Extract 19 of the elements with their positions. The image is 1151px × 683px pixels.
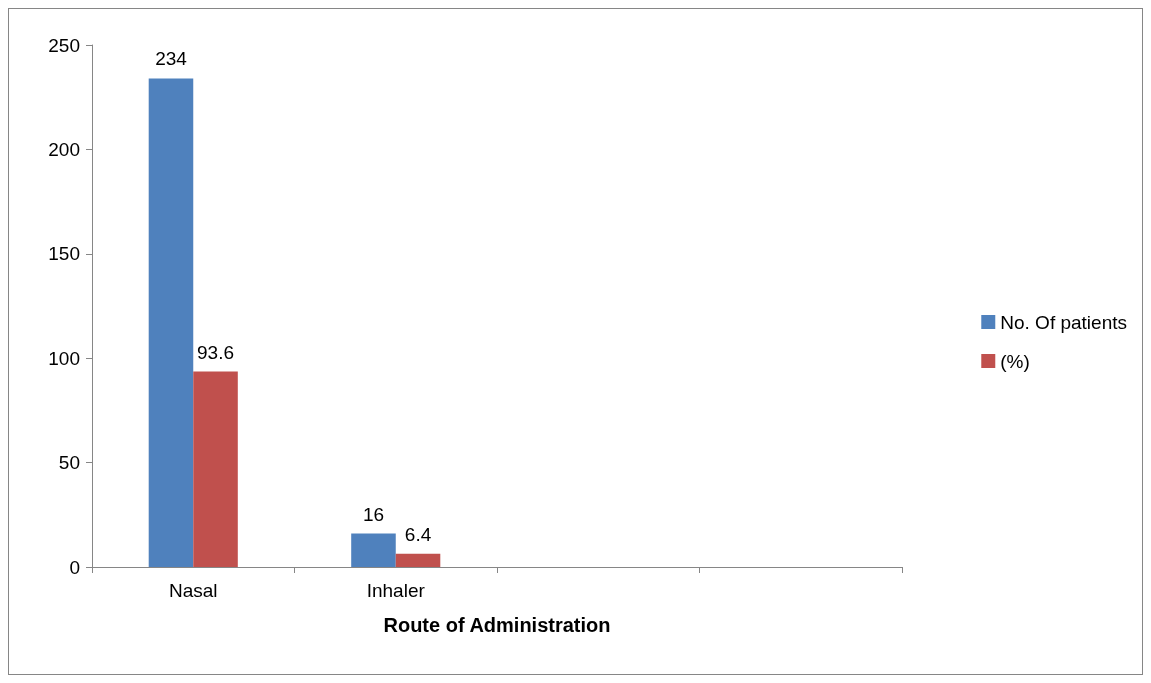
bar: [148, 78, 194, 567]
data-label: 16: [362, 503, 385, 525]
y-tick-label: 50: [58, 452, 80, 474]
bar: [351, 533, 396, 567]
y-tick-label: 200: [48, 138, 80, 160]
x-axis-title: Route of Administration: [383, 614, 611, 636]
y-tick-label: 150: [48, 243, 80, 265]
bar: [193, 371, 238, 567]
x-tick-label: Nasal: [168, 580, 218, 601]
x-tick-label: Inhaler: [366, 580, 426, 601]
y-tick-label: 250: [48, 34, 80, 56]
bar: [395, 553, 441, 567]
legend-label: No. Of patients: [1000, 311, 1128, 333]
y-tick-label: 0: [69, 556, 80, 578]
data-label: 6.4: [404, 523, 432, 545]
data-label: 93.6: [197, 341, 235, 363]
data-label: 234: [155, 48, 188, 70]
y-tick-label: 100: [48, 347, 80, 369]
legend-label: (%): [1000, 350, 1030, 372]
